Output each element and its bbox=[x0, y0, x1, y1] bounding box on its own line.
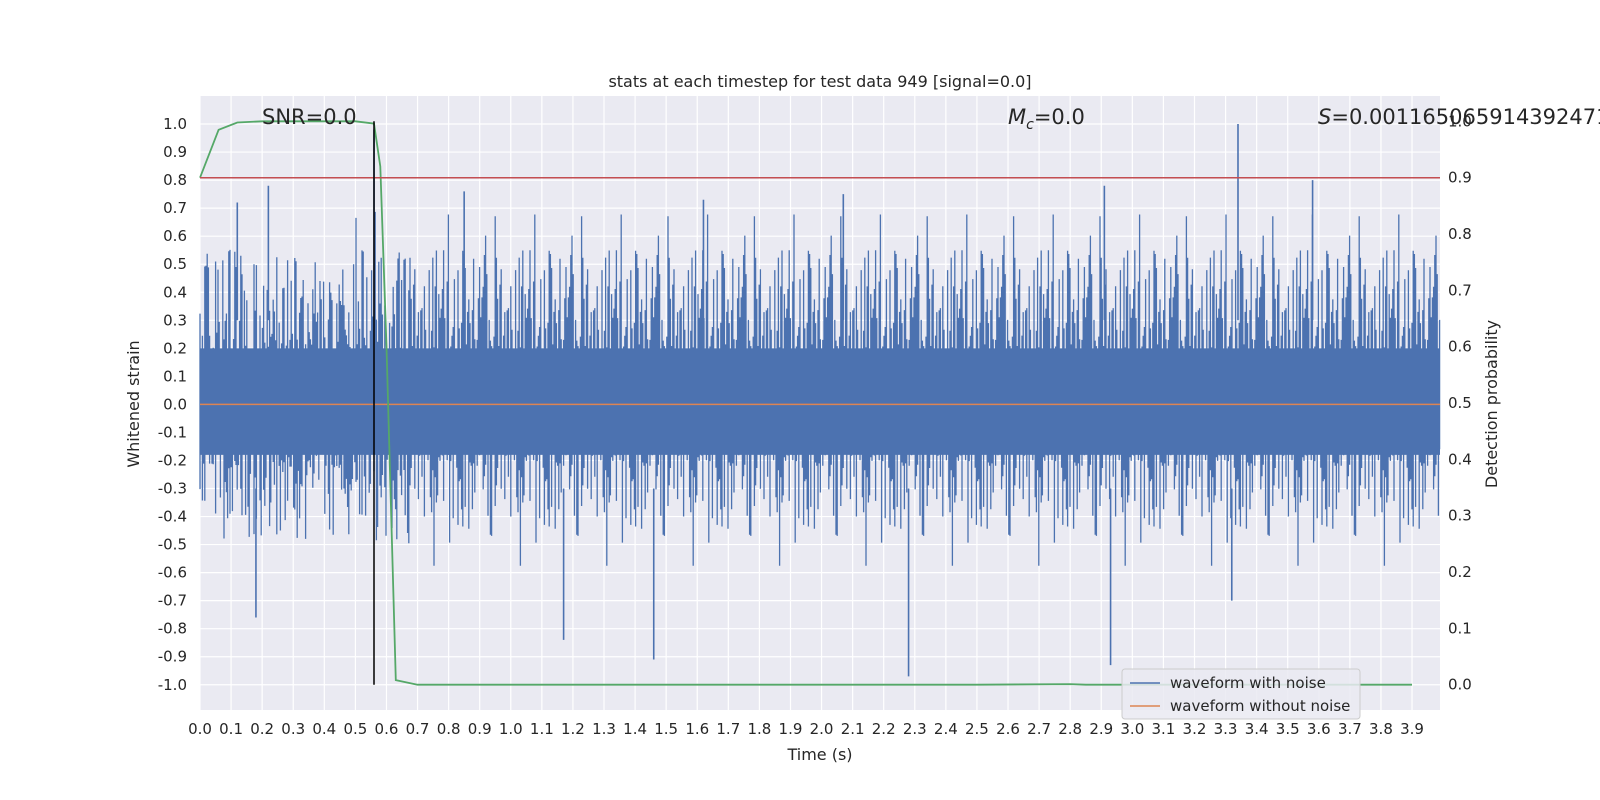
x-tick-label: 2.6 bbox=[996, 720, 1020, 738]
y-tick-label: -0.3 bbox=[158, 480, 187, 498]
x-tick-label: 1.1 bbox=[530, 720, 554, 738]
x-tick-label: 1.7 bbox=[716, 720, 740, 738]
y-tick-label: -0.2 bbox=[158, 451, 187, 469]
chirp-mass-value: =0.0 bbox=[1034, 105, 1085, 129]
x-tick-label: 3.8 bbox=[1369, 720, 1393, 738]
x-tick-label: 2.5 bbox=[965, 720, 989, 738]
x-tick-label: 3.0 bbox=[1120, 720, 1144, 738]
score-symbol: S bbox=[1318, 105, 1331, 129]
y-tick-label: 0.6 bbox=[163, 227, 187, 245]
y2-tick-label: 0.4 bbox=[1448, 450, 1472, 468]
y-tick-label: -0.9 bbox=[158, 648, 187, 666]
y-tick-label: -0.6 bbox=[158, 564, 187, 582]
y2-tick-label: 0.8 bbox=[1448, 225, 1472, 243]
y-tick-label: 0.9 bbox=[163, 143, 187, 161]
y-tick-label: -0.1 bbox=[158, 423, 187, 441]
x-tick-label: 3.4 bbox=[1245, 720, 1269, 738]
x-tick-label: 0.2 bbox=[250, 720, 274, 738]
y-axis-label: Whitened strain bbox=[124, 340, 143, 467]
y2-tick-label: 0.5 bbox=[1448, 394, 1472, 412]
score-annotation: S=0.0011650659143924713 bbox=[1318, 105, 1600, 129]
y2-axis-ticks: 1.0 0.9 0.8 0.7 0.6 0.5 0.4 0.3 0.2 0.1 0.0 bbox=[1448, 112, 1472, 693]
y-tick-label: -1.0 bbox=[158, 676, 187, 694]
snr-annotation: SNR=0.0 bbox=[262, 105, 357, 129]
y2-tick-label: 0.9 bbox=[1448, 169, 1472, 187]
x-tick-label: 3.7 bbox=[1338, 720, 1362, 738]
x-tick-label: 2.8 bbox=[1058, 720, 1082, 738]
x-tick-label: 2.7 bbox=[1027, 720, 1051, 738]
y2-tick-label: 0.1 bbox=[1448, 619, 1472, 637]
chirp-mass-subscript: c bbox=[1026, 117, 1034, 133]
x-axis-ticks: 0.0 0.1 0.2 0.3 0.4 0.5 0.6 0.7 0.8 0.9 1.0 1.1 1.2 1… bbox=[188, 720, 1424, 738]
y-tick-label: 0.2 bbox=[163, 339, 187, 357]
x-tick-label: 3.5 bbox=[1276, 720, 1300, 738]
x-tick-label: 2.2 bbox=[872, 720, 896, 738]
x-tick-label: 3.6 bbox=[1307, 720, 1331, 738]
x-tick-label: 2.0 bbox=[810, 720, 834, 738]
x-tick-label: 0.7 bbox=[406, 720, 430, 738]
y-tick-label: 0.7 bbox=[163, 199, 187, 217]
y-tick-label: 0.4 bbox=[163, 283, 187, 301]
y2-tick-label: 0.3 bbox=[1448, 507, 1472, 525]
y-tick-label: -0.8 bbox=[158, 620, 187, 638]
chirp-mass-annotation: Mc=0.0 bbox=[1008, 105, 1085, 133]
y-tick-label: 0.0 bbox=[163, 395, 187, 413]
x-tick-label: 0.4 bbox=[312, 720, 336, 738]
y2-tick-label: 0.6 bbox=[1448, 338, 1472, 356]
x-tick-label: 0.5 bbox=[343, 720, 367, 738]
x-tick-label: 0.0 bbox=[188, 720, 212, 738]
chirp-mass-symbol: M bbox=[1008, 105, 1026, 129]
legend-label-noise: waveform with noise bbox=[1170, 674, 1326, 692]
x-tick-label: 2.1 bbox=[841, 720, 865, 738]
y2-tick-label: 0.2 bbox=[1448, 563, 1472, 581]
y-tick-label: 0.3 bbox=[163, 311, 187, 329]
y-tick-label: -0.4 bbox=[158, 508, 187, 526]
x-tick-label: 1.2 bbox=[561, 720, 585, 738]
score-value: =0.0011650659143924713 bbox=[1331, 105, 1600, 129]
chart-title: stats at each timestep for test data 949… bbox=[608, 72, 1031, 91]
y-tick-label: 0.5 bbox=[163, 255, 187, 273]
x-tick-label: 1.4 bbox=[623, 720, 647, 738]
x-tick-label: 3.1 bbox=[1151, 720, 1175, 738]
x-tick-label: 0.6 bbox=[375, 720, 399, 738]
x-tick-label: 0.9 bbox=[468, 720, 492, 738]
x-tick-label: 2.4 bbox=[934, 720, 958, 738]
x-tick-label: 3.9 bbox=[1400, 720, 1424, 738]
y2-axis-label: Detection probability bbox=[1482, 320, 1501, 488]
x-tick-label: 1.8 bbox=[747, 720, 771, 738]
y-tick-label: 0.8 bbox=[163, 171, 187, 189]
legend-box bbox=[1121, 668, 1361, 720]
x-tick-label: 0.1 bbox=[219, 720, 243, 738]
x-axis-label: Time (s) bbox=[786, 745, 852, 764]
noise-waveform-series bbox=[199, 124, 1441, 677]
x-tick-label: 3.3 bbox=[1214, 720, 1238, 738]
y-axis-ticks: 1.0 0.9 0.8 0.7 0.6 0.5 0.4 0.3 0.2 0.1 0.0 -0.1 -0.… bbox=[158, 115, 187, 694]
y2-tick-label: 0.0 bbox=[1448, 676, 1472, 694]
x-tick-label: 0.3 bbox=[281, 720, 305, 738]
y-tick-label: 0.1 bbox=[163, 367, 187, 385]
x-tick-label: 1.3 bbox=[592, 720, 616, 738]
y-tick-label: 1.0 bbox=[163, 115, 187, 133]
legend: waveform with noise waveform without noi… bbox=[1121, 668, 1361, 720]
x-tick-label: 0.8 bbox=[437, 720, 461, 738]
y2-tick-label: 1.0 bbox=[1448, 112, 1472, 130]
y-tick-label: -0.7 bbox=[158, 592, 187, 610]
x-tick-label: 1.5 bbox=[654, 720, 678, 738]
y-tick-label: -0.5 bbox=[158, 536, 187, 554]
x-tick-label: 2.9 bbox=[1089, 720, 1113, 738]
x-tick-label: 1.9 bbox=[779, 720, 803, 738]
x-tick-label: 3.2 bbox=[1183, 720, 1207, 738]
legend-label-clean: waveform without noise bbox=[1170, 697, 1350, 715]
noise-waveform-core bbox=[200, 348, 1440, 455]
x-tick-label: 1.0 bbox=[499, 720, 523, 738]
x-tick-label: 1.6 bbox=[685, 720, 709, 738]
y2-tick-label: 0.7 bbox=[1448, 281, 1472, 299]
detection-probability-line bbox=[199, 120, 1412, 686]
line-series-layer bbox=[199, 120, 1440, 686]
x-tick-label: 2.3 bbox=[903, 720, 927, 738]
